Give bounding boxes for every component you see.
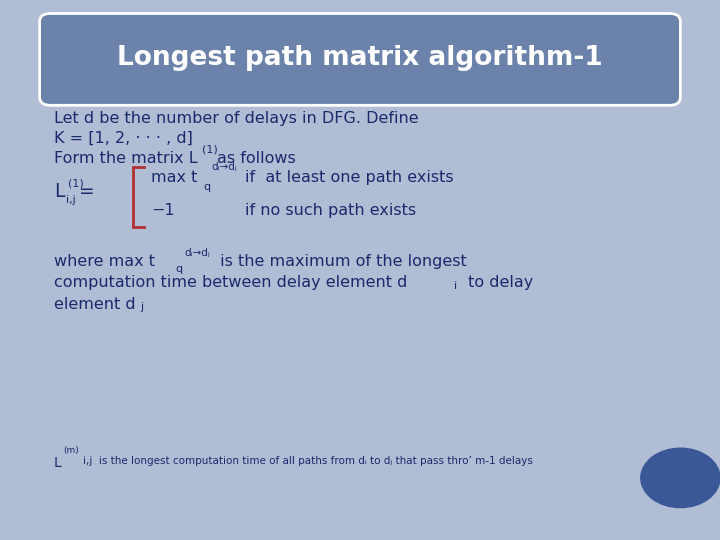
Text: Let d be the number of delays in DFG. Define: Let d be the number of delays in DFG. De…	[54, 111, 418, 126]
Text: (1): (1)	[68, 179, 84, 188]
Text: where max t: where max t	[54, 254, 155, 269]
Text: if no such path exists: if no such path exists	[245, 203, 416, 218]
Text: L: L	[54, 456, 62, 470]
Text: −1: −1	[151, 203, 175, 218]
Text: i,j: i,j	[66, 195, 76, 205]
Circle shape	[641, 448, 720, 508]
Text: as follows: as follows	[217, 151, 296, 166]
Text: computation time between delay element d: computation time between delay element d	[54, 275, 408, 291]
Text: dᵢ→dⱼ: dᵢ→dⱼ	[211, 163, 237, 172]
Text: i: i	[454, 281, 457, 291]
Text: if  at least one path exists: if at least one path exists	[245, 170, 454, 185]
Text: q: q	[203, 182, 210, 192]
Text: j: j	[140, 302, 143, 313]
Text: dᵢ→dⱼ: dᵢ→dⱼ	[184, 248, 210, 259]
Text: element d: element d	[54, 297, 135, 312]
Text: max t: max t	[151, 170, 197, 185]
Text: Form the matrix L: Form the matrix L	[54, 151, 197, 166]
Text: Longest path matrix algorithm-1: Longest path matrix algorithm-1	[117, 45, 603, 71]
Text: L: L	[54, 182, 65, 201]
Text: (1): (1)	[202, 144, 217, 154]
Text: to delay: to delay	[463, 275, 534, 291]
Text: q: q	[175, 264, 182, 274]
Text: =: =	[79, 182, 95, 201]
Text: (m): (m)	[63, 446, 79, 455]
Text: is the maximum of the longest: is the maximum of the longest	[215, 254, 467, 269]
Text: i,j  is the longest computation time of all paths from dᵢ to dⱼ that pass thro’ : i,j is the longest computation time of a…	[83, 456, 533, 467]
FancyBboxPatch shape	[40, 14, 680, 105]
Text: K = [1, 2, · · · , d]: K = [1, 2, · · · , d]	[54, 131, 193, 146]
